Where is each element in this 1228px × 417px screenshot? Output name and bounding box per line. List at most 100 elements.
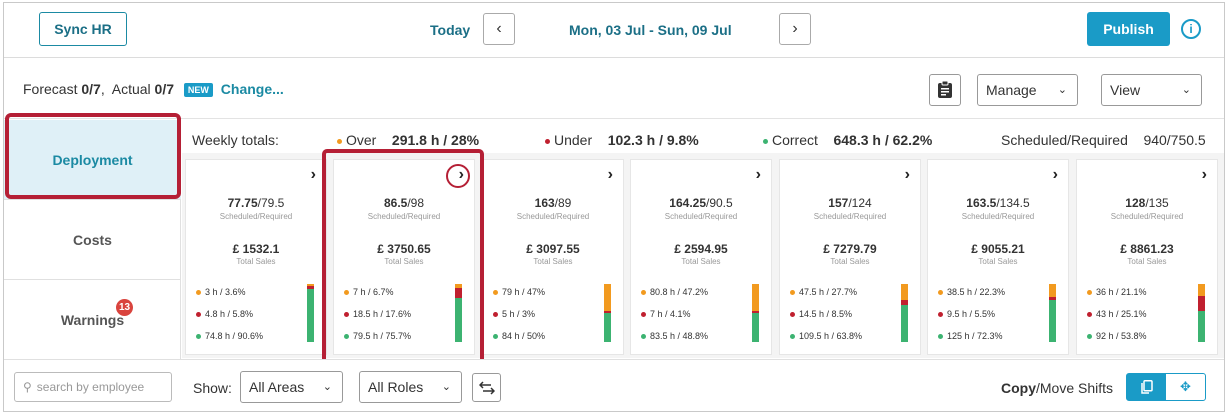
day-card: › 77.75/79.5 Scheduled/Required £ 1532.1 Tot…	[185, 159, 327, 355]
hours-stack-bar	[901, 284, 908, 342]
total-sales-value: £ 7279.79	[823, 242, 877, 256]
correct-segment	[455, 298, 462, 342]
highlight-ring	[446, 164, 470, 188]
scheduled-required-label: Scheduled/Required	[1110, 212, 1184, 221]
total-sales-value: £ 3097.55	[526, 242, 580, 256]
next-week-button[interactable]: ›	[779, 13, 811, 45]
view-dropdown[interactable]: View ⌄	[1101, 74, 1202, 106]
under-stat: 7 h / 4.1%	[641, 309, 691, 319]
required-value: /134.5	[996, 196, 1030, 210]
correct-dot-icon	[790, 334, 795, 340]
required-value: /89	[554, 196, 572, 210]
expand-day-icon[interactable]: ›	[607, 166, 613, 183]
sidebar-item-warnings[interactable]: Warnings 13	[4, 280, 181, 360]
scheduled-value: 86.5	[383, 196, 408, 210]
correct-stat: 84 h / 50%	[493, 331, 545, 341]
weekly-correct: Correct 648.3 h / 62.2%	[763, 132, 932, 148]
change-link[interactable]: Change...	[220, 81, 284, 97]
over-dot-icon	[790, 290, 795, 296]
correct-stat-value: 92 h / 53.8%	[1096, 331, 1147, 341]
copy-move-toggle[interactable]: ✥	[1126, 373, 1206, 401]
total-sales-value: £ 9055.21	[971, 242, 1025, 256]
over-segment	[1198, 284, 1205, 296]
under-dot-icon	[641, 312, 646, 318]
over-stat-value: 36 h / 21.1%	[1096, 287, 1147, 297]
correct-stat: 92 h / 53.8%	[1087, 331, 1147, 341]
day-card: › 164.25/90.5 Scheduled/Required £ 2594.95 T…	[630, 159, 772, 355]
over-stat: 79 h / 47%	[493, 287, 545, 297]
sidebar-item-deployment[interactable]: Deployment	[4, 120, 181, 200]
total-sales-value: £ 3750.65	[377, 242, 431, 256]
over-stat: 36 h / 21.1%	[1087, 287, 1147, 297]
scheduled-value: 128	[1125, 196, 1146, 210]
under-label: Under	[554, 132, 593, 148]
expand-day-icon[interactable]: ›	[310, 166, 316, 183]
chevron-right-icon: ›	[792, 20, 798, 37]
manage-label: Manage	[986, 82, 1037, 98]
correct-stat: 109.5 h / 63.8%	[790, 331, 862, 341]
scheduled-value: 77.75	[227, 196, 258, 210]
manage-dropdown[interactable]: Manage ⌄	[977, 74, 1078, 106]
correct-stat-value: 79.5 h / 75.7%	[353, 331, 412, 341]
expand-day-icon[interactable]: ›	[1201, 166, 1207, 183]
info-icon[interactable]: i	[1181, 19, 1201, 39]
total-sales-label: Total Sales	[236, 257, 276, 266]
correct-stat-value: 84 h / 50%	[502, 331, 546, 341]
required-value: /135	[1145, 196, 1169, 210]
sync-hr-button[interactable]: Sync HR	[39, 12, 127, 46]
total-sales-label: Total Sales	[978, 257, 1018, 266]
expand-day-icon[interactable]: ›	[755, 166, 761, 183]
under-dot-icon	[790, 312, 795, 318]
copy-move-label: Copy/Move Shifts	[1001, 380, 1113, 396]
app-window: Sync HR Today ‹ Mon, 03 Jul - Sun, 09 Ju…	[3, 2, 1225, 412]
correct-dot-icon	[196, 334, 201, 340]
correct-stat: 79.5 h / 75.7%	[344, 331, 411, 341]
swap-button[interactable]	[472, 373, 501, 402]
move-icon: ✥	[1180, 379, 1191, 394]
date-range[interactable]: Mon, 03 Jul - Sun, 09 Jul	[569, 22, 732, 38]
correct-label: Correct	[772, 132, 818, 148]
roles-dropdown[interactable]: All Roles ⌄	[359, 371, 462, 403]
correct-stat-value: 74.8 h / 90.6%	[205, 331, 264, 341]
correct-stat: 74.8 h / 90.6%	[196, 331, 263, 341]
move-mode-button[interactable]: ✥	[1166, 374, 1205, 400]
forecast-value: 0/7	[81, 81, 101, 97]
over-stat-value: 7 h / 6.7%	[353, 287, 394, 297]
areas-dropdown[interactable]: All Areas ⌄	[240, 371, 343, 403]
under-segment	[901, 300, 908, 305]
prev-week-button[interactable]: ‹	[483, 13, 515, 45]
copy-mode-button[interactable]	[1127, 374, 1166, 400]
copy-label: Copy	[1001, 380, 1036, 396]
hours-stack-bar	[1198, 284, 1205, 342]
under-dot-icon	[938, 312, 943, 318]
chevron-down-icon: ⌄	[1057, 84, 1067, 96]
over-dot-icon	[344, 290, 349, 296]
publish-button[interactable]: Publish	[1087, 12, 1170, 46]
scheduled-required-label: Scheduled/Required	[813, 212, 887, 221]
day-card: › 128/135 Scheduled/Required £ 8861.23 Total…	[1076, 159, 1218, 355]
expand-day-icon[interactable]: ›	[1052, 166, 1058, 183]
over-stat: 47.5 h / 27.7%	[790, 287, 857, 297]
bottom-bar: ⚲ search by employee Show: All Areas ⌄ A…	[4, 359, 1224, 411]
total-sales-label: Total Sales	[1127, 257, 1167, 266]
over-stat-value: 3 h / 3.6%	[205, 287, 246, 297]
actual-label: Actual	[111, 81, 151, 97]
scheduled-value: 163.5	[966, 196, 997, 210]
expand-day-icon[interactable]: ›	[904, 166, 910, 183]
forecast-label: Forecast	[23, 81, 78, 97]
sidebar-item-costs[interactable]: Costs	[4, 200, 181, 280]
clipboard-button[interactable]	[929, 74, 961, 106]
swap-icon	[478, 380, 495, 395]
new-badge: NEW	[183, 83, 213, 98]
under-dot-icon	[493, 312, 498, 318]
under-dot-icon	[1087, 312, 1092, 318]
total-sales-value: £ 1532.1	[232, 242, 280, 256]
correct-segment	[604, 313, 611, 342]
copy-icon	[1140, 380, 1153, 394]
day-card: › 86.5/98 Scheduled/Required £ 3750.65 Total…	[333, 159, 475, 355]
scheduled-label: Scheduled/Required	[1001, 132, 1128, 148]
today-button[interactable]: Today	[430, 22, 471, 38]
required-value: /124	[848, 196, 872, 210]
scheduled-required: 86.5/98	[334, 196, 474, 210]
search-input[interactable]: ⚲ search by employee	[14, 372, 172, 402]
